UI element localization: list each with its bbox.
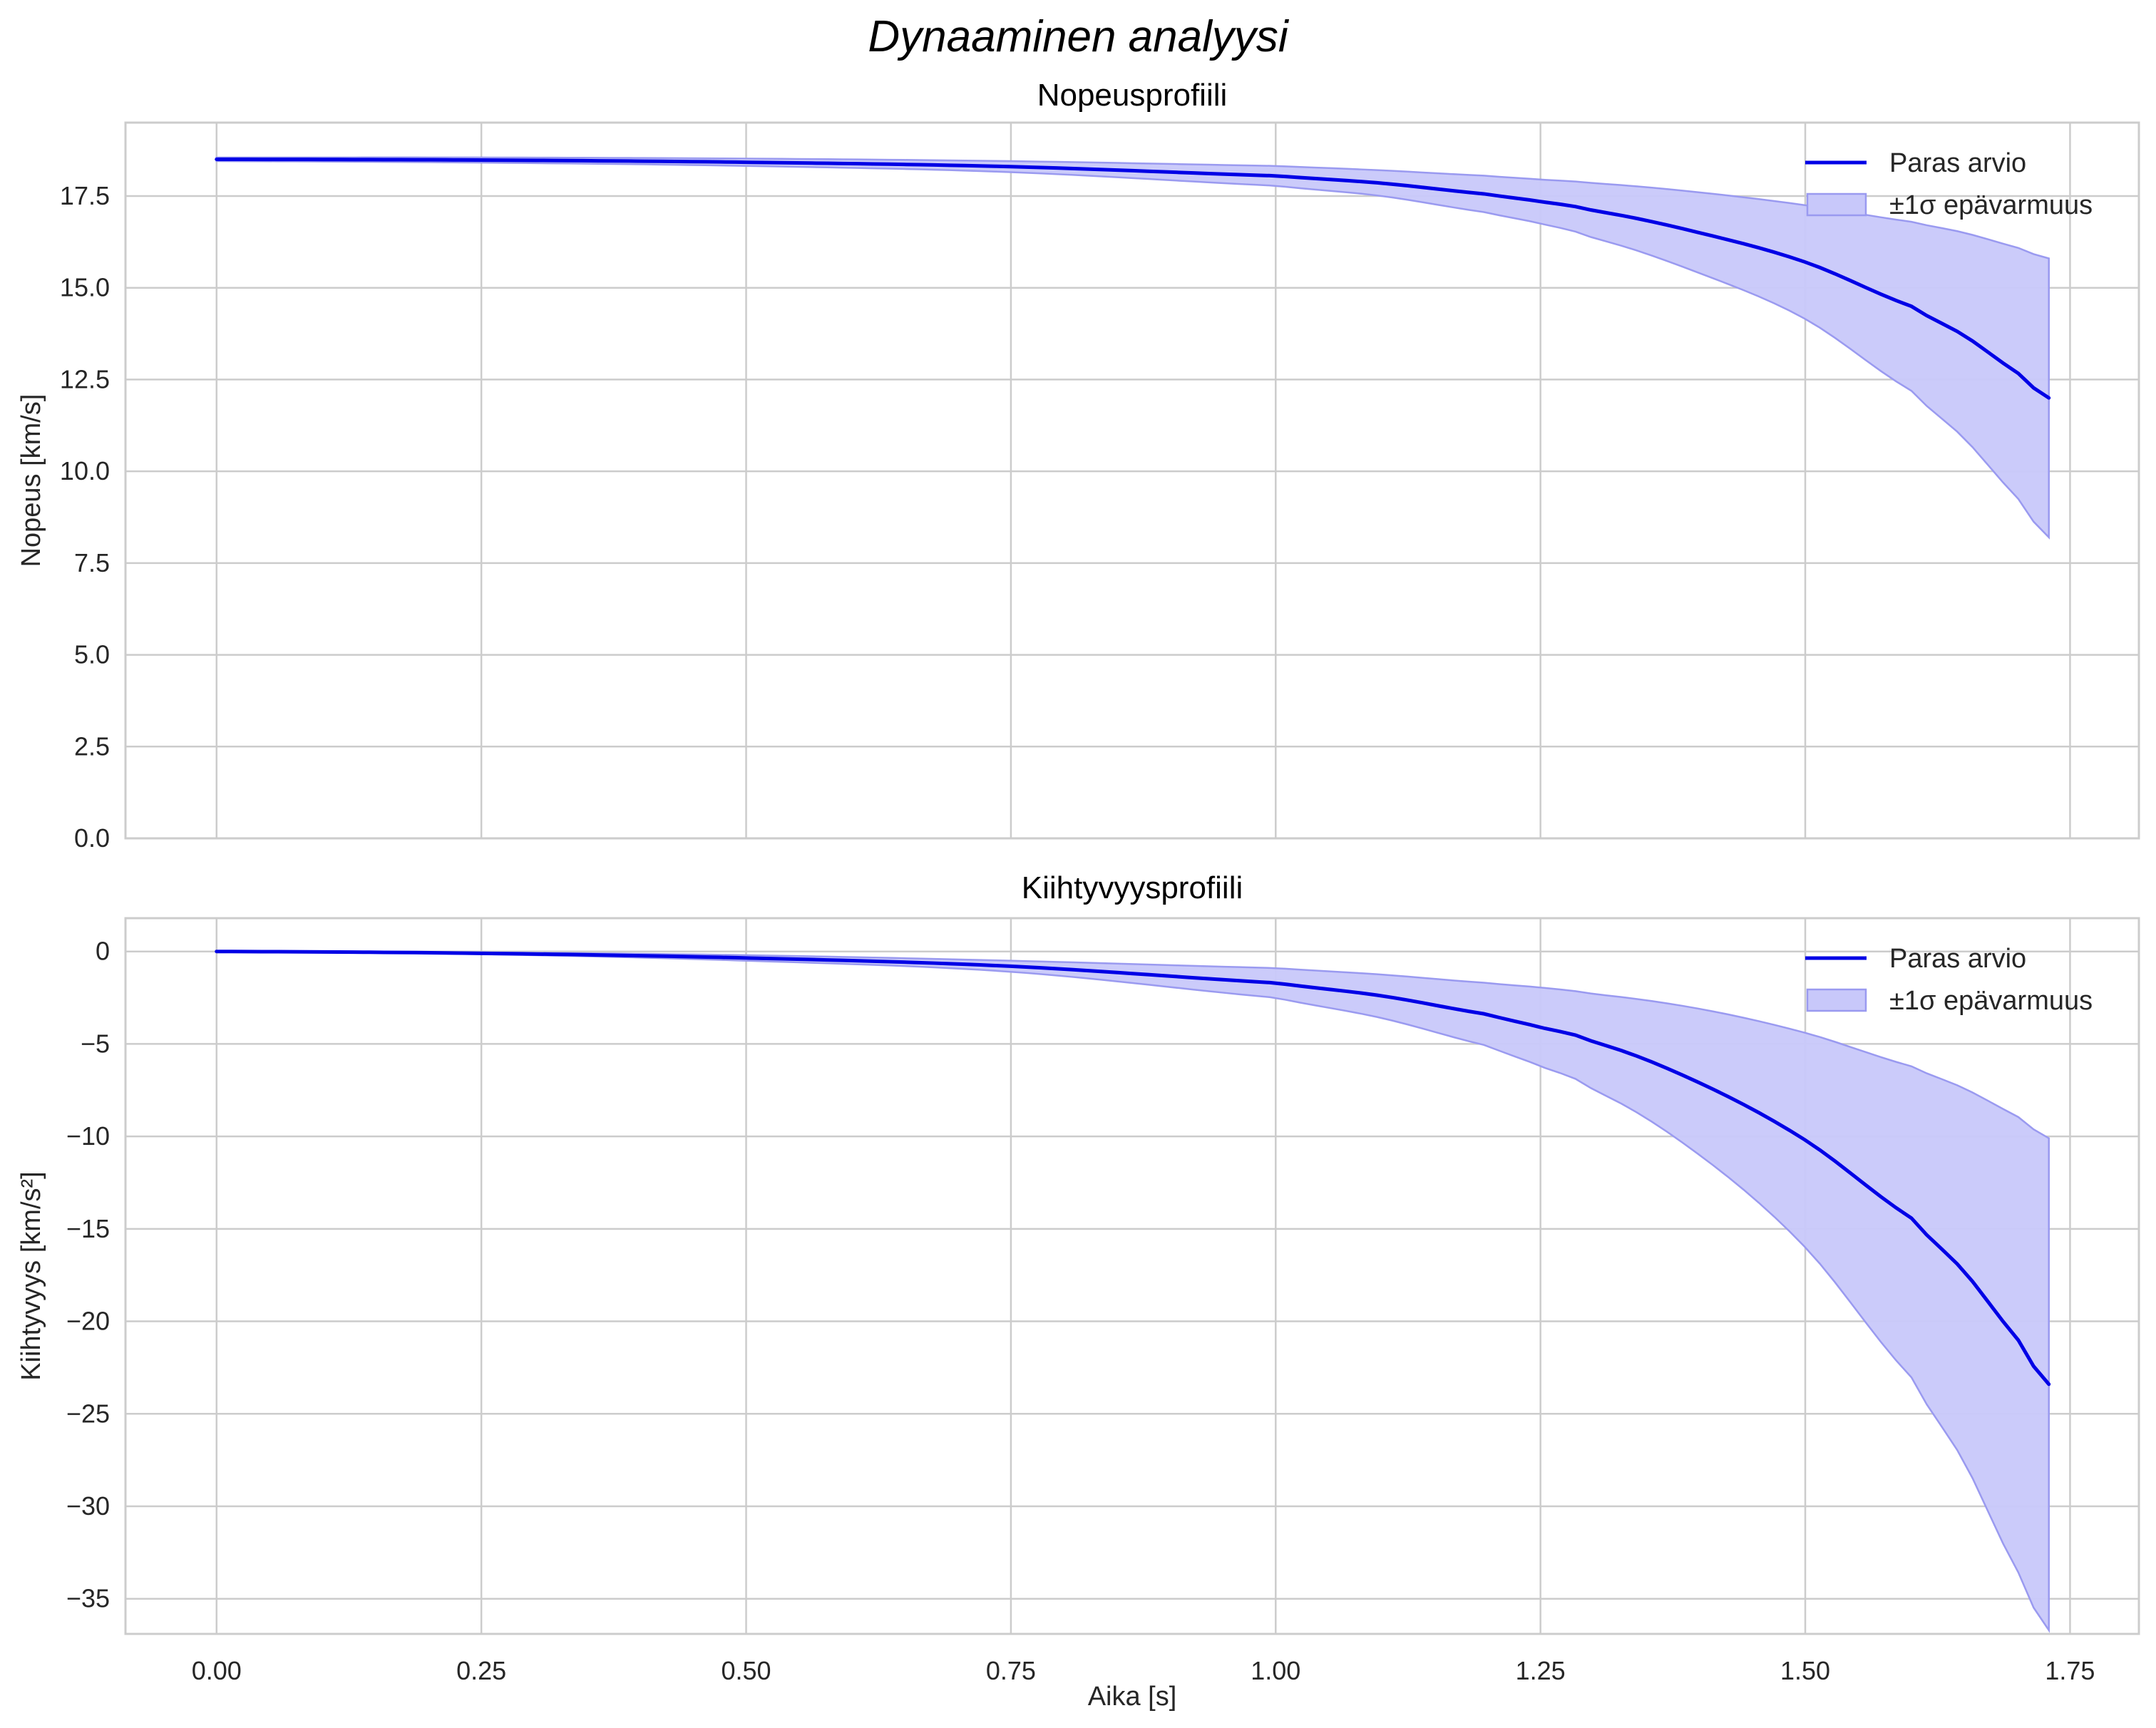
legend-band-swatch: [1806, 988, 1867, 1012]
y-tick-label: 0.0: [74, 823, 110, 853]
velocity-legend: Paras arvio ±1σ epävarmuus: [1805, 148, 2093, 220]
legend-band-swatch: [1806, 192, 1867, 217]
y-tick-label: 7.5: [74, 548, 110, 577]
acceleration-panel-title: Kiihtyvyysprofiili: [1022, 870, 1243, 905]
velocity-grid: [125, 123, 2139, 840]
acceleration-y-label: Kiihtyvyys [km/s²]: [16, 1171, 46, 1380]
y-tick-label: 5.0: [74, 640, 110, 669]
x-axis-label: Aika [s]: [1088, 1682, 1177, 1712]
x-tick-label: 1.50: [1780, 1656, 1830, 1685]
x-tick-label: 0.00: [192, 1656, 242, 1685]
y-tick-label: −30: [66, 1491, 110, 1521]
x-tick-label: 1.25: [1516, 1656, 1566, 1685]
y-tick-label: −10: [66, 1121, 110, 1151]
velocity-y-ticks: 0.0 2.5 5.0 7.5 10.0 12.5 15.0 17.5: [60, 181, 110, 853]
y-tick-label: −20: [66, 1307, 110, 1336]
acceleration-best-estimate-line: [215, 950, 2051, 1387]
velocity-panel: Nopeusprofiili 0.0 2.5 5.0 7.5 10.0 12.5 15.0 1…: [16, 78, 2140, 853]
y-tick-label: 2.5: [74, 731, 110, 761]
acceleration-axes-frame: [124, 917, 2140, 1635]
best-estimate-curve: [215, 157, 2051, 400]
y-tick-label: 0: [96, 937, 110, 966]
uncertainty-band-area: [216, 950, 2050, 1633]
y-tick-label: 12.5: [60, 364, 110, 394]
y-tick-label: 15.0: [60, 273, 110, 302]
y-tick-label: −15: [66, 1214, 110, 1243]
legend-label-best-estimate: Paras arvio: [1889, 148, 2026, 178]
y-tick-label: 17.5: [60, 181, 110, 210]
y-tick-label: −5: [81, 1029, 110, 1058]
best-estimate-curve: [215, 950, 2051, 1387]
legend-label-uncertainty: ±1σ epävarmuus: [1889, 190, 2093, 220]
acceleration-uncertainty-band: [216, 950, 2050, 1633]
velocity-axes-frame: [124, 121, 2140, 840]
velocity-best-estimate-line: [215, 157, 2051, 400]
x-tick-label: 1.00: [1251, 1656, 1300, 1685]
velocity-y-label: Nopeus [km/s]: [16, 394, 46, 567]
figure-suptitle: Dynaaminen analyysi: [868, 12, 1290, 61]
uncertainty-band-area: [215, 156, 2050, 540]
acceleration-legend: Paras arvio ±1σ epävarmuus: [1805, 944, 2093, 1016]
velocity-uncertainty-band: [215, 156, 2050, 540]
y-tick-label: −35: [66, 1584, 110, 1613]
acceleration-y-ticks: 0 −5 −10 −15 −20 −25 −30 −35: [66, 937, 110, 1613]
time-x-ticks: 0.00 0.25 0.50 0.75 1.00 1.25 1.50 1.75: [192, 1656, 2095, 1685]
y-tick-label: 10.0: [60, 456, 110, 485]
acceleration-panel: Kiihtyvyysprofiili 0 −5 −10 −15 −20 −25 −30 −35…: [16, 870, 2140, 1712]
x-tick-label: 1.75: [2045, 1656, 2095, 1685]
y-tick-label: −25: [66, 1399, 110, 1428]
legend-label-uncertainty: ±1σ epävarmuus: [1889, 986, 2093, 1016]
x-tick-label: 0.25: [456, 1656, 506, 1685]
x-tick-label: 0.75: [986, 1656, 1036, 1685]
velocity-panel-title: Nopeusprofiili: [1037, 78, 1228, 113]
legend-label-best-estimate: Paras arvio: [1889, 944, 2026, 974]
x-tick-label: 0.50: [721, 1656, 771, 1685]
